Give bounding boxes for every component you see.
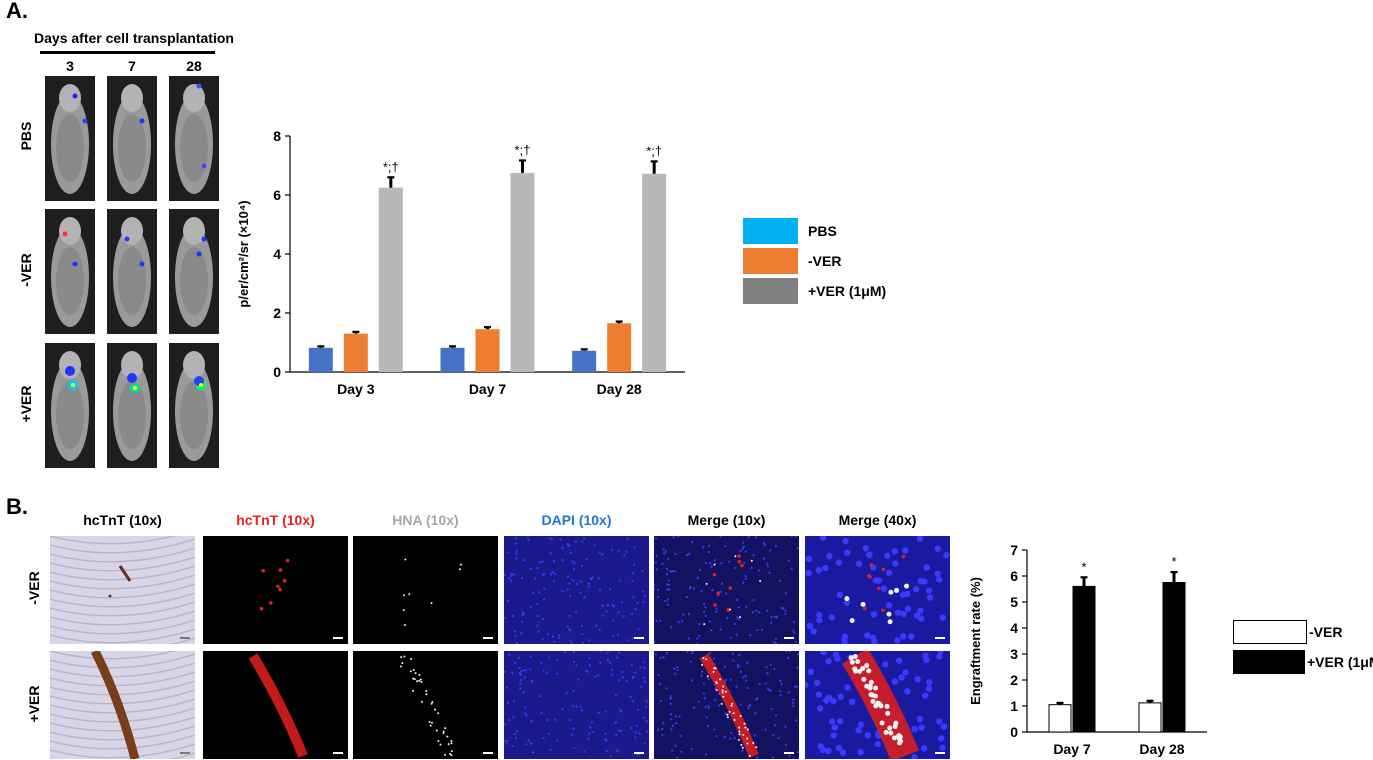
legend-a-swatch-pbs	[743, 218, 798, 244]
merge-10x-tile	[654, 651, 799, 759]
dapi-blue-tile	[504, 536, 649, 644]
day-column-3: 3	[66, 58, 74, 74]
y-tick-label: 7	[1010, 542, 1018, 558]
legend-a-swatch-minus-ver	[743, 248, 798, 274]
x-tick-label: Day 3	[337, 381, 375, 397]
histology-header-4: Merge (10x)	[687, 512, 766, 528]
bar-pbs-0	[308, 347, 333, 372]
mouse-bioluminescence-image	[107, 76, 157, 201]
legend-a: PBS -VER +VER (1μM)	[743, 218, 886, 304]
legend-b-item-minus-ver: -VER	[1233, 620, 1373, 644]
panel-b-letter: B.	[6, 494, 28, 519]
significance-label: *;†	[646, 143, 662, 158]
bar-ver-1	[475, 329, 500, 372]
bar-ver-1	[1138, 702, 1162, 733]
y-tick-label: 4	[1010, 620, 1018, 636]
bar-pbs-1	[440, 347, 465, 372]
y-tick-label: 0	[1010, 724, 1018, 740]
hctnt-red-tile	[203, 651, 348, 759]
dapi-blue-tile	[504, 651, 649, 759]
merge-40x-tile	[805, 651, 950, 759]
merge-10x-tile	[654, 536, 799, 644]
y-tick-label: 4	[273, 246, 281, 262]
day-column-7: 7	[128, 58, 136, 74]
days-header: Days after cell transplantation	[34, 30, 234, 46]
row-label-b-minus-ver: -VER	[26, 571, 42, 605]
y-tick-label: 8	[273, 128, 281, 144]
days-header-rule	[40, 51, 215, 54]
y-axis-label: Engraftment rate (%)	[968, 577, 983, 705]
legend-b-label-plus-ver: +VER (1μM)	[1307, 654, 1373, 670]
y-tick-label: 0	[273, 364, 281, 380]
legend-a-label-pbs: PBS	[808, 223, 837, 239]
mouse-bioluminescence-image	[169, 209, 219, 334]
mouse-bioluminescence-image	[45, 209, 95, 334]
histology-header-0: hcTnT (10x)	[83, 512, 162, 528]
bar-ver-2	[607, 323, 632, 372]
brightfield-tile	[50, 651, 195, 759]
mouse-bioluminescence-image	[107, 209, 157, 334]
x-tick-label: Day 28	[1139, 741, 1184, 757]
significance-label: *	[1171, 554, 1176, 569]
row-label-plus-ver: +VER	[18, 385, 34, 423]
x-tick-label: Day 7	[469, 381, 507, 397]
legend-b: -VER +VER (1μM)	[1233, 620, 1373, 674]
y-axis-label: p/er/cm²/sr (×10⁴)	[236, 200, 251, 307]
y-tick-label: 1	[1010, 698, 1018, 714]
legend-a-item-pbs: PBS	[743, 218, 886, 244]
legend-a-item-plus-ver: +VER (1μM)	[743, 278, 886, 304]
mouse-bioluminescence-image	[169, 343, 219, 468]
bar-ver1m-1	[1162, 582, 1186, 733]
brightfield-tile	[50, 536, 195, 644]
significance-label: *	[1081, 559, 1086, 574]
bar-ver1m-1	[510, 172, 535, 372]
y-tick-label: 2	[1010, 672, 1018, 688]
histology-header-2: HNA (10x)	[392, 512, 459, 528]
mouse-bioluminescence-image	[107, 343, 157, 468]
significance-label: *;†	[383, 159, 399, 174]
y-tick-label: 3	[1010, 646, 1018, 662]
merge-40x-tile	[805, 536, 950, 644]
y-tick-label: 2	[273, 305, 281, 321]
legend-b-label-minus-ver: -VER	[1309, 624, 1343, 640]
mouse-bioluminescence-image	[45, 343, 95, 468]
legend-a-label-plus-ver: +VER (1μM)	[808, 283, 887, 299]
histology-header-5: Merge (40x)	[838, 512, 917, 528]
y-tick-label: 6	[1010, 568, 1018, 584]
bar-ver-0	[1048, 704, 1072, 733]
bar-pbs-2	[572, 350, 597, 372]
row-label-b-plus-ver: +VER	[26, 685, 42, 723]
mouse-bioluminescence-image	[45, 76, 95, 201]
bar-ver1m-0	[1072, 585, 1096, 733]
bioluminescence-bar-chart: 0 2 4 6 8 p/er/cm²/sr (×10⁴) *;† Day 3 *;† Day 7 *…	[236, 128, 685, 397]
row-label-minus-ver: -VER	[18, 253, 34, 287]
panel-a-letter: A.	[6, 0, 28, 23]
bar-ver-0	[343, 333, 368, 372]
legend-b-swatch-plus-ver	[1233, 650, 1305, 674]
x-tick-label: Day 28	[597, 381, 642, 397]
y-tick-label: 5	[1010, 594, 1018, 610]
bar-ver1m-0	[378, 187, 403, 372]
histology-header-3: DAPI (10x)	[541, 512, 612, 528]
legend-b-item-plus-ver: +VER (1μM)	[1233, 650, 1373, 674]
y-tick-label: 6	[273, 187, 281, 203]
day-column-28: 28	[186, 58, 202, 74]
significance-label: *;†	[515, 142, 531, 157]
histology-header-1: hcTnT (10x)	[236, 512, 315, 528]
engraftment-bar-chart: 0 1 2 3 4 5 6 7 Engraftment rate (%) * Day 7 * Day 2…	[968, 542, 1207, 757]
legend-b-swatch-minus-ver	[1233, 620, 1307, 644]
x-tick-label: Day 7	[1053, 741, 1091, 757]
hna-white-tile	[353, 536, 498, 644]
bar-ver1m-2	[642, 173, 667, 372]
mouse-bioluminescence-image	[169, 76, 219, 201]
hna-white-tile	[353, 651, 498, 759]
legend-a-swatch-plus-ver	[743, 278, 798, 304]
row-label-pbs: PBS	[18, 121, 34, 151]
hctnt-red-tile	[203, 536, 348, 644]
legend-a-label-minus-ver: -VER	[808, 253, 842, 269]
legend-a-item-minus-ver: -VER	[743, 248, 886, 274]
